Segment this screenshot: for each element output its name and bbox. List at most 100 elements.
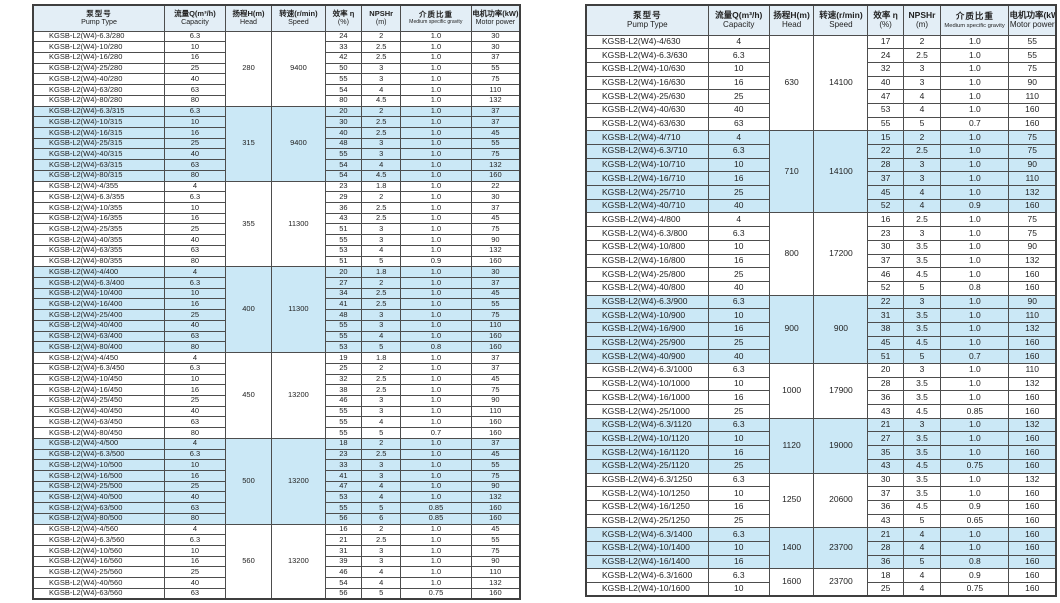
- npshr-cell: 3: [361, 555, 402, 568]
- npshr-cell: 2.5: [902, 48, 942, 63]
- capacity-cell: 10: [164, 202, 226, 214]
- efficiency-cell: 23: [324, 448, 363, 461]
- spec-row: KGSB-L2(W4)-16/355 16 43 2.5 1.0 45: [32, 212, 521, 225]
- capacity-cell: 6.3: [164, 30, 226, 43]
- capacity-cell: 10: [164, 373, 226, 386]
- gravity-cell: 1.0: [400, 30, 472, 43]
- efficiency-cell: 37: [867, 171, 904, 187]
- spec-row: KGSB-L2(W4)-25/315 25 48 3 1.0 55: [32, 137, 521, 150]
- power-cell: 37: [470, 352, 521, 364]
- npshr-cell: 2.5: [361, 212, 402, 225]
- npshr-cell: 4: [361, 84, 402, 96]
- npshr-cell: 2.5: [361, 298, 402, 311]
- spec-row: KGSB-L2(W4)-6.3/1000 6.3 1000 17900 20 3 1.0 11…: [585, 363, 1057, 419]
- head-cell: 315: [224, 105, 273, 182]
- npshr-cell: 4.5: [902, 404, 942, 419]
- npshr-cell: 4.5: [361, 169, 402, 182]
- col-header-npshr-cn: NPSHr: [369, 8, 394, 18]
- capacity-cell: 16: [707, 554, 770, 570]
- efficiency-cell: 54: [324, 84, 363, 96]
- pump-type-cell: KGSB-L2(W4)-63/450: [32, 416, 165, 429]
- col-header-gravity-cn: 介质比重: [955, 10, 994, 21]
- spec-row: KGSB-L2(W4)-80/500 80 56 6 0.85 160: [32, 512, 521, 525]
- efficiency-cell: 41: [324, 298, 363, 311]
- power-cell: 160: [1008, 486, 1057, 501]
- npshr-cell: 2: [361, 277, 402, 289]
- spec-row: KGSB-L2(W4)-6.3/560 6.3 21 2.5 1.0 55: [32, 534, 521, 546]
- efficiency-cell: 45: [867, 185, 904, 200]
- pump-type-cell: KGSB-L2(W4)-6.3/450: [32, 362, 165, 375]
- gravity-cell: 1.0: [400, 191, 472, 203]
- col-header-power-en: Motor power: [475, 18, 516, 27]
- gravity-cell: 1.0: [400, 212, 472, 225]
- npshr-cell: 4: [902, 568, 942, 583]
- gravity-cell: 1.0: [940, 212, 1010, 228]
- efficiency-cell: 33: [324, 41, 363, 53]
- spec-row: KGSB-L2(W4)-63/315 63 54 4 1.0 132: [32, 159, 521, 171]
- efficiency-cell: 55: [324, 502, 363, 514]
- efficiency-cell: 55: [324, 148, 363, 161]
- head-cell: 1600: [768, 568, 815, 597]
- npshr-cell: 4: [902, 582, 942, 597]
- spec-table-body: KGSB-L2(W4)-4/630 4 630 14100 17 2 1.0 55 KGSB-L…: [585, 34, 1057, 597]
- power-cell: 160: [1008, 554, 1057, 570]
- efficiency-cell: 20: [324, 266, 363, 279]
- pump-type-cell: KGSB-L2(W4)-6.3/315: [32, 105, 165, 118]
- pump-type-cell: KGSB-L2(W4)-40/560: [32, 577, 165, 589]
- efficiency-cell: 25: [324, 362, 363, 375]
- capacity-cell: 6.3: [164, 277, 226, 289]
- efficiency-cell: 80: [324, 94, 363, 107]
- capacity-cell: 10: [164, 545, 226, 557]
- gravity-cell: 1.0: [400, 373, 472, 386]
- spec-table: 泵型号 Pump Type 流量Q(m³/h) Capacity 扬程H(m) …: [585, 4, 1057, 598]
- npshr-cell: 3: [902, 363, 942, 378]
- npshr-cell: 4: [902, 527, 942, 542]
- spec-row: KGSB-L2(W4)-6.3/630 6.3 24 2.5 1.0 55: [585, 48, 1057, 63]
- npshr-cell: 3.5: [902, 486, 942, 501]
- capacity-cell: 16: [707, 390, 770, 406]
- power-cell: 55: [470, 137, 521, 150]
- capacity-cell: 63: [707, 116, 770, 132]
- power-cell: 45: [470, 212, 521, 225]
- col-header-gravity: 介质比重 Medium specific gravity: [940, 4, 1010, 36]
- table-header-row: 泵型号 Pump Type 流量Q(m³/h) Capacity 扬程H(m) …: [585, 4, 1057, 36]
- efficiency-cell: 27: [867, 431, 904, 447]
- npshr-cell: 2: [361, 523, 402, 536]
- col-header-speed-cn: 转速(r/min): [819, 9, 863, 20]
- gravity-cell: 1.0: [940, 445, 1010, 460]
- capacity-cell: 10: [164, 459, 226, 471]
- pump-type-cell: KGSB-L2(W4)-16/630: [585, 75, 709, 91]
- power-cell: 160: [1008, 404, 1057, 419]
- pump-type-cell: KGSB-L2(W4)-80/400: [32, 341, 165, 354]
- capacity-cell: 16: [707, 499, 770, 515]
- gravity-cell: 0.75: [940, 582, 1010, 597]
- pump-type-cell: KGSB-L2(W4)-16/710: [585, 171, 709, 187]
- pump-type-cell: KGSB-L2(W4)-16/500: [32, 469, 165, 482]
- col-header-speed-en: Speed: [829, 20, 853, 30]
- capacity-cell: 10: [164, 116, 226, 128]
- spec-row: KGSB-L2(W4)-4/560 4 560 13200 16 2 1.0 45: [32, 523, 521, 600]
- gravity-cell: 1.0: [400, 405, 472, 418]
- power-cell: 160: [1008, 513, 1057, 529]
- npshr-cell: 2: [361, 191, 402, 203]
- power-cell: 37: [470, 116, 521, 128]
- power-cell: 160: [1008, 458, 1057, 474]
- gravity-cell: 1.0: [940, 253, 1010, 269]
- power-cell: 160: [470, 341, 521, 354]
- efficiency-cell: 18: [867, 568, 904, 583]
- capacity-cell: 40: [707, 102, 770, 118]
- pump-type-cell: KGSB-L2(W4)-10/630: [585, 61, 709, 77]
- spec-row: KGSB-L2(W4)-4/450 4 450 13200 19 1.8 1.0 37: [32, 352, 521, 439]
- pump-type-cell: KGSB-L2(W4)-16/900: [585, 321, 709, 337]
- pump-type-cell: KGSB-L2(W4)-25/1250: [585, 513, 709, 529]
- efficiency-cell: 48: [324, 309, 363, 321]
- npshr-cell: 6: [361, 512, 402, 525]
- gravity-cell: 1.0: [400, 362, 472, 375]
- pump-type-cell: KGSB-L2(W4)-4/500: [32, 437, 165, 450]
- capacity-cell: 40: [707, 280, 770, 296]
- efficiency-cell: 54: [324, 169, 363, 182]
- power-cell: 55: [470, 298, 521, 311]
- npshr-cell: 2.5: [361, 448, 402, 461]
- col-header-efficiency-cn: 效率 η: [332, 8, 355, 18]
- pump-type-cell: KGSB-L2(W4)-4/630: [585, 34, 709, 50]
